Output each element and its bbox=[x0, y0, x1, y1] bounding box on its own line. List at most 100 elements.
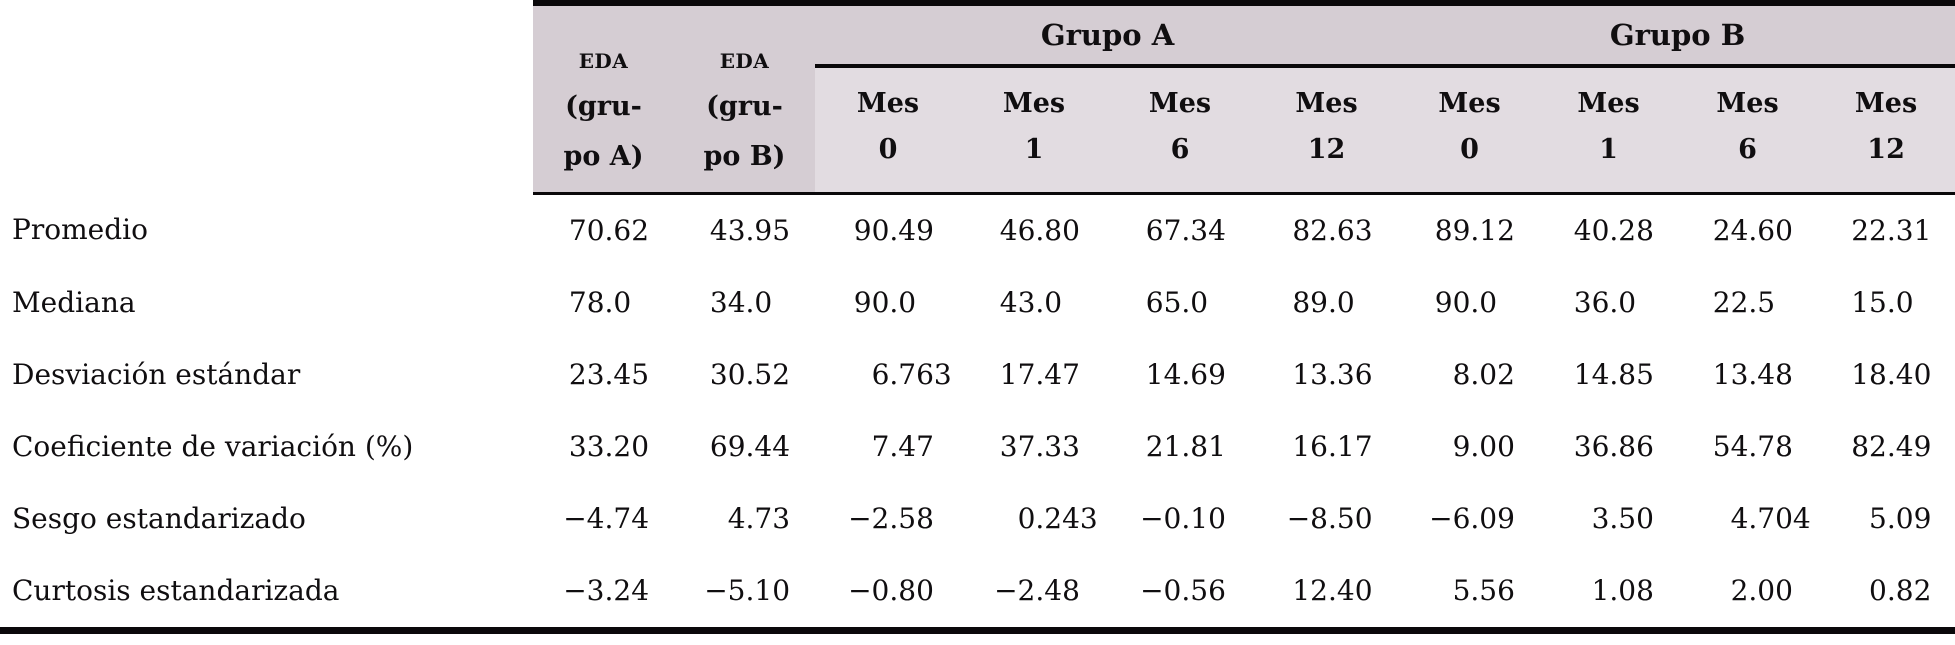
value-cell: −2. 48 bbox=[961, 554, 1107, 634]
value-integer-part: 8. bbox=[1452, 358, 1480, 391]
value-text: 4. 704 bbox=[1682, 502, 1813, 535]
value-integer-part: 22. bbox=[1851, 214, 1896, 247]
value-text: 43. 95 bbox=[678, 214, 811, 247]
value-integer-part: 46. bbox=[999, 214, 1045, 247]
value-fraction-part: 704 bbox=[1757, 502, 1811, 535]
value-cell: 24. 60 bbox=[1678, 193, 1817, 267]
value-fraction-part: 10 bbox=[1190, 502, 1226, 535]
value-text: −3. 24 bbox=[537, 574, 670, 607]
value-text: 7. 47 bbox=[819, 430, 957, 463]
value-integer-part: 65. bbox=[1145, 286, 1191, 319]
value-cell: 16. 17 bbox=[1253, 411, 1400, 483]
mes-word-label: Mes bbox=[856, 88, 920, 119]
value-fraction-part: 50 bbox=[1618, 502, 1654, 535]
eda-grupo-a-line2: (gru- bbox=[565, 91, 642, 122]
value-fraction-part: 17 bbox=[1336, 430, 1373, 463]
value-text: 22. 5 bbox=[1682, 286, 1813, 319]
value-fraction-part: 80 bbox=[898, 574, 934, 607]
value-fraction-part: 10 bbox=[754, 574, 791, 607]
table-row: Mediana 78. 0 34. 0 90. 0 43. 0 65. 0 89. 0 90. 0 36. 0 2… bbox=[0, 267, 1955, 339]
value-text: 14. 85 bbox=[1543, 358, 1674, 391]
value-text: 13. 48 bbox=[1682, 358, 1813, 391]
value-integer-part: 17. bbox=[999, 358, 1045, 391]
value-integer-part: 37. bbox=[999, 430, 1045, 463]
value-cell: 12. 40 bbox=[1253, 554, 1401, 634]
value-fraction-part: 85 bbox=[1618, 358, 1654, 391]
value-text: 78. 0 bbox=[537, 286, 670, 319]
value-integer-part: 69. bbox=[709, 430, 755, 463]
value-fraction-part: 00 bbox=[1479, 430, 1515, 463]
table-header: EDA (gru- po A) EDA (gru- po B) Grupo A … bbox=[0, 0, 1955, 195]
value-cell: −0. 56 bbox=[1107, 554, 1253, 634]
value-integer-part: 4. bbox=[1730, 502, 1758, 535]
row-label: Sesgo estandarizado bbox=[12, 502, 306, 535]
value-cell: 54. 78 bbox=[1678, 411, 1817, 483]
row-label: Promedio bbox=[12, 213, 148, 247]
value-cell: 82. 63 bbox=[1253, 193, 1400, 267]
value-fraction-part: 60 bbox=[1757, 214, 1793, 247]
value-text: 36. 86 bbox=[1543, 430, 1674, 463]
value-cell: −6. 09 bbox=[1400, 483, 1539, 555]
value-integer-part: −8. bbox=[1286, 502, 1337, 535]
value-text: 82. 49 bbox=[1821, 430, 1951, 463]
eda-abbr-label: EDA bbox=[719, 49, 770, 73]
value-cell: −0. 80 bbox=[815, 554, 961, 634]
value-integer-part: 22. bbox=[1712, 286, 1758, 319]
value-integer-part: 54. bbox=[1712, 430, 1758, 463]
value-integer-part: 89. bbox=[1434, 214, 1480, 247]
value-text: 5. 09 bbox=[1821, 502, 1951, 535]
value-integer-part: 5. bbox=[1869, 502, 1896, 535]
value-integer-part: −5. bbox=[704, 574, 755, 607]
value-cell: −4. 74 bbox=[533, 483, 674, 555]
mes-month-number: 6 bbox=[1170, 134, 1190, 165]
value-integer-part: −0. bbox=[1140, 574, 1191, 607]
value-text: −0. 10 bbox=[1111, 502, 1249, 535]
value-integer-part: −2. bbox=[994, 574, 1045, 607]
value-text: 90. 49 bbox=[819, 214, 957, 247]
value-cell: 17. 47 bbox=[961, 339, 1107, 411]
value-integer-part: 4. bbox=[727, 502, 755, 535]
value-integer-part: 14. bbox=[1573, 358, 1619, 391]
value-text: 36. 0 bbox=[1543, 286, 1674, 319]
value-fraction-part: 86 bbox=[1618, 430, 1654, 463]
value-cell: 90. 0 bbox=[815, 267, 961, 339]
value-cell: 37. 33 bbox=[961, 411, 1107, 483]
value-cell: 6. 763 bbox=[815, 339, 961, 411]
value-integer-part: 89. bbox=[1292, 286, 1337, 319]
value-text: 37. 33 bbox=[965, 430, 1103, 463]
value-text: 67. 34 bbox=[1111, 214, 1249, 247]
value-cell: −0. 10 bbox=[1107, 483, 1253, 555]
value-text: 8. 02 bbox=[1404, 358, 1535, 391]
value-fraction-part: 31 bbox=[1895, 214, 1932, 247]
value-cell: 4. 73 bbox=[674, 483, 815, 555]
value-cell: 0. 82 bbox=[1817, 554, 1955, 634]
value-cell: −5. 10 bbox=[674, 554, 815, 634]
value-text: 9. 00 bbox=[1404, 430, 1535, 463]
value-cell: 70. 62 bbox=[533, 193, 674, 267]
value-text: 46. 80 bbox=[965, 214, 1103, 247]
value-fraction-part: 20 bbox=[613, 430, 650, 463]
value-text: 18. 40 bbox=[1821, 358, 1951, 391]
mes-column-header: Mes 12 bbox=[1817, 66, 1955, 195]
value-text: 1. 08 bbox=[1543, 574, 1674, 607]
grupo-a-header: Grupo A bbox=[815, 0, 1401, 68]
value-text: 65. 0 bbox=[1111, 286, 1249, 319]
value-text: 3. 50 bbox=[1543, 502, 1674, 535]
value-integer-part: 9. bbox=[1452, 430, 1480, 463]
value-fraction-part: 81 bbox=[1190, 430, 1226, 463]
value-integer-part: 36. bbox=[1573, 286, 1619, 319]
row-label: Curtosis estandarizada bbox=[0, 554, 533, 634]
value-fraction-part: 47 bbox=[1044, 358, 1080, 391]
value-cell: 33. 20 bbox=[533, 411, 674, 483]
value-integer-part: −0. bbox=[848, 574, 899, 607]
value-fraction-part: 58 bbox=[898, 502, 934, 535]
value-fraction-part: 69 bbox=[1190, 358, 1226, 391]
mes-column-header: Mes 0 bbox=[1400, 66, 1540, 195]
value-text: 89. 12 bbox=[1404, 214, 1535, 247]
value-fraction-part: 40 bbox=[1336, 574, 1373, 607]
value-fraction-part: 24 bbox=[613, 574, 650, 607]
value-integer-part: 18. bbox=[1851, 358, 1896, 391]
value-cell: 46. 80 bbox=[961, 193, 1107, 267]
value-text: 30. 52 bbox=[678, 358, 811, 391]
